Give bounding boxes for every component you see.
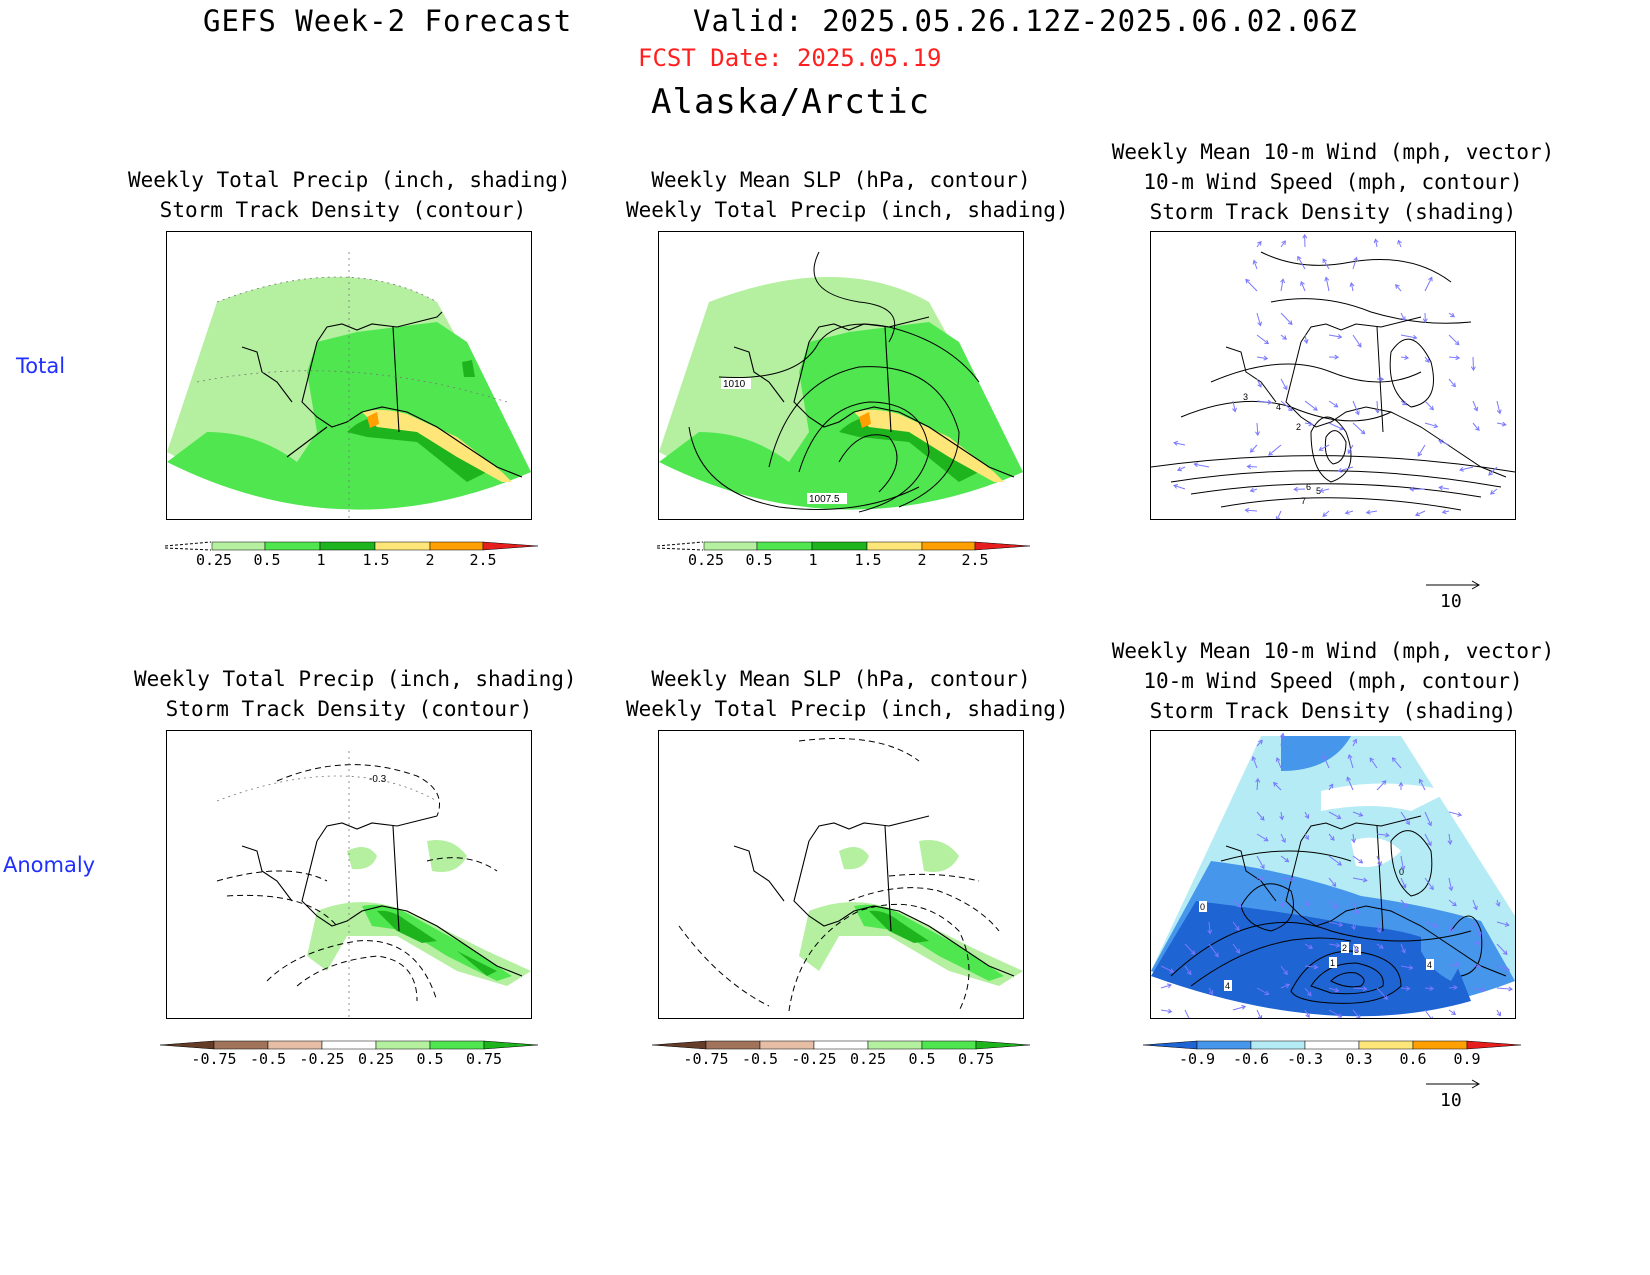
storm-contour-label: -0.3 bbox=[369, 774, 387, 785]
panel-title-slp-precip-anomaly: Weekly Mean SLP (hPa, contour) Weekly To… bbox=[626, 667, 1069, 721]
slp-contour-label-1010: 1010 bbox=[723, 379, 746, 390]
wind-contour-label: 0 bbox=[1200, 902, 1205, 912]
svg-text:0.5: 0.5 bbox=[745, 551, 772, 569]
wind-contour-label: 0 bbox=[1399, 867, 1404, 877]
svg-text:0.9: 0.9 bbox=[1453, 1050, 1480, 1068]
colorbar-precip-anomaly-2: -0.75 -0.5 -0.25 0.25 0.5 0.75 bbox=[652, 1039, 1034, 1069]
wind-vector-field bbox=[1160, 732, 1513, 1018]
svg-text:0.25: 0.25 bbox=[688, 551, 724, 569]
colorbar-precip-anomaly-1: -0.75 -0.5 -0.25 0.25 0.5 0.75 bbox=[160, 1039, 542, 1069]
svg-text:0.5: 0.5 bbox=[908, 1050, 935, 1068]
svg-text:1.5: 1.5 bbox=[854, 551, 881, 569]
panel-title-wind-anomaly: Weekly Mean 10-m Wind (mph, vector) 10-m… bbox=[1111, 639, 1555, 723]
wind-contour-label: 1 bbox=[1330, 958, 1335, 968]
vector-reference-total: 10 bbox=[1424, 576, 1484, 612]
svg-text:0.5: 0.5 bbox=[253, 551, 280, 569]
svg-text:-0.25: -0.25 bbox=[299, 1050, 344, 1068]
svg-text:0.25: 0.25 bbox=[358, 1050, 394, 1068]
row-label-total: Total bbox=[16, 354, 66, 378]
wind-contour-label: 4 bbox=[1427, 960, 1432, 970]
colorbar-precip-total-1: 0.25 0.5 1 1.5 2 2.5 bbox=[163, 540, 541, 570]
slp-contour-label-1007-5: 1007.5 bbox=[809, 494, 840, 505]
svg-text:0.75: 0.75 bbox=[958, 1050, 994, 1068]
svg-text:-0.25: -0.25 bbox=[791, 1050, 836, 1068]
panel-title-wind-total: Weekly Mean 10-m Wind (mph, vector) 10-m… bbox=[1111, 140, 1555, 224]
panel-title-slp-precip-total: Weekly Mean SLP (hPa, contour) Weekly To… bbox=[626, 168, 1069, 222]
vector-reference-label: 10 bbox=[1440, 591, 1462, 610]
map-precip-storm-anomaly: -0.3 bbox=[166, 730, 532, 1019]
svg-text:2.5: 2.5 bbox=[961, 551, 988, 569]
colorbar-storm-anomaly: -0.9 -0.6 -0.3 0.3 0.6 0.9 bbox=[1143, 1039, 1525, 1069]
svg-text:-0.9: -0.9 bbox=[1179, 1050, 1215, 1068]
svg-text:1: 1 bbox=[316, 551, 325, 569]
svg-text:2: 2 bbox=[425, 551, 434, 569]
svg-text:1.5: 1.5 bbox=[362, 551, 389, 569]
svg-text:0.5: 0.5 bbox=[416, 1050, 443, 1068]
map-slp-precip-total: 1010 1007.5 bbox=[658, 231, 1024, 520]
wind-contour-label: 4 bbox=[1276, 402, 1281, 412]
svg-text:0.3: 0.3 bbox=[1345, 1050, 1372, 1068]
map-precip-storm-total bbox=[166, 231, 532, 520]
wind-contour-label: 3 bbox=[1243, 392, 1248, 402]
wind-contour-label: 2 bbox=[1296, 422, 1301, 432]
svg-text:0.25: 0.25 bbox=[850, 1050, 886, 1068]
svg-text:-0.75: -0.75 bbox=[683, 1050, 728, 1068]
wind-contour-label: 4 bbox=[1225, 981, 1230, 991]
map-wind-total: 3 4 2 5 6 7 bbox=[1150, 231, 1516, 520]
svg-text:-0.5: -0.5 bbox=[742, 1050, 778, 1068]
wind-contour-label: 2 bbox=[1342, 943, 1347, 953]
svg-text:2: 2 bbox=[917, 551, 926, 569]
wind-vector-field bbox=[1173, 233, 1507, 519]
svg-text:-0.6: -0.6 bbox=[1233, 1050, 1269, 1068]
panel-title-precip-storm-anomaly: Weekly Total Precip (inch, shading) Stor… bbox=[134, 667, 577, 721]
svg-text:0.25: 0.25 bbox=[196, 551, 232, 569]
vector-reference-anomaly: 10 bbox=[1424, 1075, 1484, 1111]
map-slp-precip-anomaly bbox=[658, 730, 1024, 1019]
svg-text:1: 1 bbox=[808, 551, 817, 569]
colorbar-precip-total-2: 0.25 0.5 1 1.5 2 2.5 bbox=[655, 540, 1033, 570]
svg-text:0.75: 0.75 bbox=[466, 1050, 502, 1068]
panel-title-precip-storm-total: Weekly Total Precip (inch, shading) Stor… bbox=[128, 168, 571, 222]
row-label-anomaly: Anomaly bbox=[3, 853, 96, 877]
model-title: GEFS Week-2 Forecast bbox=[203, 4, 573, 38]
wind-contour-label: 6 bbox=[1306, 482, 1311, 492]
svg-text:0.6: 0.6 bbox=[1399, 1050, 1426, 1068]
svg-text:-0.5: -0.5 bbox=[250, 1050, 286, 1068]
svg-text:-0.3: -0.3 bbox=[1287, 1050, 1323, 1068]
map-wind-anomaly: 0 0 1 2 3 4 4 bbox=[1150, 730, 1516, 1019]
wind-contour-label: 7 bbox=[1301, 496, 1306, 506]
svg-text:-0.75: -0.75 bbox=[191, 1050, 236, 1068]
region-title: Alaska/Arctic bbox=[651, 82, 931, 122]
vector-reference-label: 10 bbox=[1440, 1090, 1462, 1109]
wind-contour-label: 5 bbox=[1316, 486, 1321, 496]
valid-period: Valid: 2025.05.26.12Z-2025.06.02.06Z bbox=[693, 4, 1358, 38]
forecast-date: FCST Date: 2025.05.19 bbox=[638, 44, 942, 72]
svg-text:2.5: 2.5 bbox=[469, 551, 496, 569]
